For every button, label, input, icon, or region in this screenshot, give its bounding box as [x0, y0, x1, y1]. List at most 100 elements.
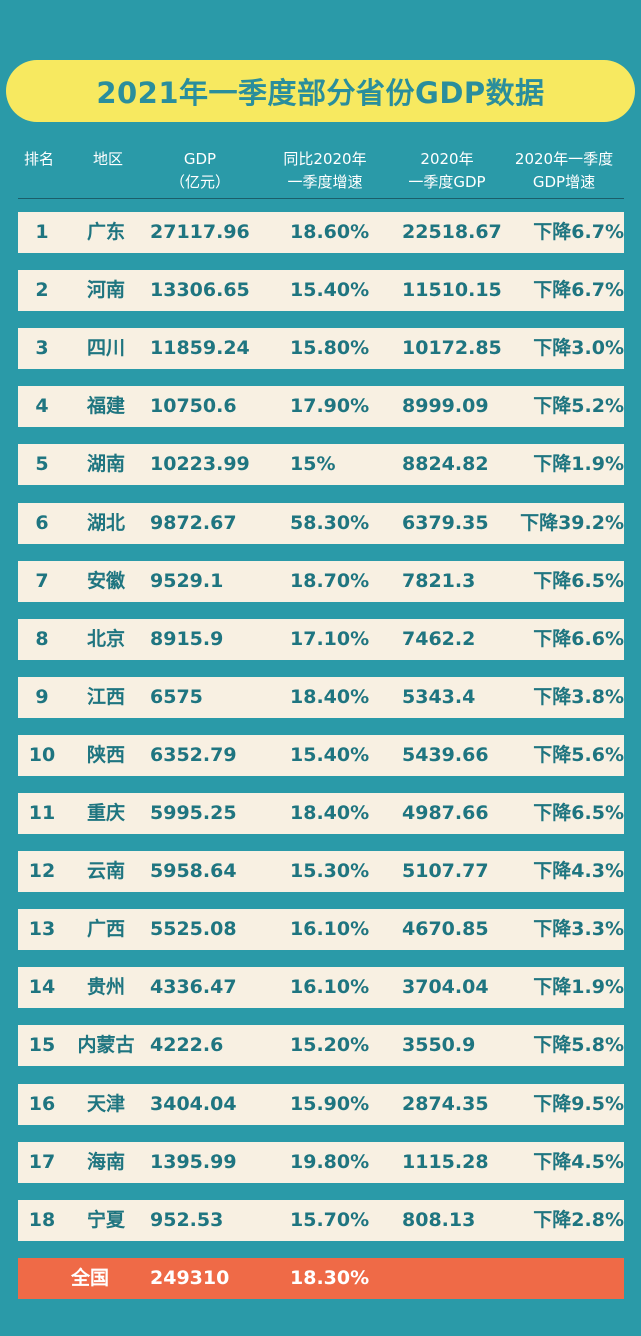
- row-prev-growth: 下降6.5%: [533, 802, 624, 824]
- row-rank: 8: [35, 628, 49, 650]
- row-prev-gdp: 5107.77: [402, 860, 489, 882]
- row-gdp: 6352.79: [150, 744, 237, 766]
- row-prev-growth: 下降5.8%: [533, 1034, 624, 1056]
- row-yoy-growth: 18.70%: [290, 570, 370, 592]
- header-prevg-line2: GDP增速: [532, 173, 596, 191]
- row-region: 四川: [86, 337, 125, 359]
- table-row: 15 内蒙古 4222.6 15.20% 3550.9 下降5.8%: [18, 1025, 624, 1066]
- row-prev-growth: 下降6.5%: [533, 570, 624, 592]
- row-gdp: 4336.47: [150, 976, 237, 998]
- row-gdp: 9872.67: [150, 512, 237, 534]
- row-region: 河南: [86, 279, 125, 301]
- header-divider: [18, 198, 624, 199]
- row-yoy-growth: 18.40%: [290, 686, 370, 708]
- total-yoy-growth: 18.30%: [290, 1267, 370, 1289]
- row-prev-growth: 下降1.9%: [533, 453, 624, 475]
- row-region: 北京: [86, 628, 125, 650]
- table-row: 16 天津 3404.04 15.90% 2874.35 下降9.5%: [18, 1084, 624, 1125]
- row-region: 贵州: [86, 976, 125, 998]
- row-prev-gdp: 3550.9: [402, 1034, 476, 1056]
- row-rank: 15: [28, 1034, 56, 1056]
- row-prev-growth: 下降3.3%: [533, 918, 624, 940]
- row-rank: 4: [35, 395, 49, 417]
- header-rank: 排名: [23, 150, 54, 168]
- header-yoy-line2: 一季度增速: [287, 173, 363, 191]
- row-yoy-growth: 15.80%: [290, 337, 370, 359]
- row-yoy-growth: 18.60%: [290, 221, 370, 243]
- row-rank: 13: [28, 918, 56, 940]
- row-prev-gdp: 5439.66: [402, 744, 489, 766]
- row-rank: 10: [28, 744, 56, 766]
- row-prev-gdp: 10172.85: [402, 337, 502, 359]
- row-region: 云南: [86, 860, 125, 882]
- row-gdp: 13306.65: [150, 279, 250, 301]
- page-title: 2021年一季度部分省份GDP数据: [6, 60, 635, 122]
- row-rank: 11: [28, 802, 56, 824]
- total-gdp: 249310: [150, 1267, 230, 1289]
- row-region: 宁夏: [86, 1209, 125, 1231]
- row-prev-growth: 下降5.2%: [533, 395, 624, 417]
- row-yoy-growth: 58.30%: [290, 512, 370, 534]
- row-gdp: 5958.64: [150, 860, 237, 882]
- row-rank: 7: [35, 570, 49, 592]
- row-prev-gdp: 1115.28: [402, 1151, 489, 1173]
- row-rank: 18: [28, 1209, 56, 1231]
- header-prev-growth: 2020年一季度 GDP增速: [502, 148, 626, 194]
- total-region: 全国: [70, 1267, 109, 1289]
- row-prev-growth: 下降2.8%: [533, 1209, 624, 1231]
- table-row: 1 广东 27117.96 18.60% 22518.67 下降6.7%: [18, 212, 624, 253]
- row-prev-gdp: 7821.3: [402, 570, 476, 592]
- row-rank: 5: [35, 453, 49, 475]
- row-prev-gdp: 3704.04: [402, 976, 489, 998]
- header-yoy-growth: 同比2020年 一季度增速: [270, 148, 380, 194]
- row-gdp: 3404.04: [150, 1093, 237, 1115]
- row-rank: 14: [28, 976, 56, 998]
- row-prev-growth: 下降3.0%: [533, 337, 624, 359]
- header-yoy-line1: 同比2020年: [283, 150, 367, 168]
- row-prev-growth: 下降39.2%: [520, 512, 624, 534]
- row-prev-gdp: 11510.15: [402, 279, 502, 301]
- row-region: 天津: [86, 1093, 125, 1115]
- row-region: 重庆: [86, 802, 125, 824]
- row-gdp: 10750.6: [150, 395, 237, 417]
- row-gdp: 952.53: [150, 1209, 224, 1231]
- row-region: 广西: [86, 918, 125, 940]
- row-yoy-growth: 15.20%: [290, 1034, 370, 1056]
- table-row: 12 云南 5958.64 15.30% 5107.77 下降4.3%: [18, 851, 624, 892]
- table-row: 13 广西 5525.08 16.10% 4670.85 下降3.3%: [18, 909, 624, 950]
- table-row: 17 海南 1395.99 19.80% 1115.28 下降4.5%: [18, 1142, 624, 1183]
- row-prev-growth: 下降4.3%: [533, 860, 624, 882]
- row-rank: 9: [35, 686, 49, 708]
- row-region: 陕西: [86, 744, 125, 766]
- row-rank: 1: [35, 221, 49, 243]
- table-row: 2 河南 13306.65 15.40% 11510.15 下降6.7%: [18, 270, 624, 311]
- row-prev-gdp: 22518.67: [402, 221, 502, 243]
- row-gdp: 1395.99: [150, 1151, 237, 1173]
- table-row: 9 江西 6575 18.40% 5343.4 下降3.8%: [18, 677, 624, 718]
- header-gdp-line1: GDP: [183, 150, 217, 168]
- row-rank: 12: [28, 860, 56, 882]
- row-rank: 6: [35, 512, 49, 534]
- row-region: 江西: [86, 686, 125, 708]
- row-rank: 2: [35, 279, 49, 301]
- row-region: 广东: [86, 221, 125, 243]
- header-prev-gdp: 2020年 一季度GDP: [392, 148, 502, 194]
- row-prev-growth: 下降5.6%: [533, 744, 624, 766]
- row-prev-gdp: 4670.85: [402, 918, 489, 940]
- row-yoy-growth: 16.10%: [290, 918, 370, 940]
- row-region: 安徽: [86, 570, 125, 592]
- header-gdp-line2: （亿元）: [169, 173, 230, 191]
- table-row: 5 湖南 10223.99 15% 8824.82 下降1.9%: [18, 444, 624, 485]
- table-row: 14 贵州 4336.47 16.10% 3704.04 下降1.9%: [18, 967, 624, 1008]
- row-rank: 17: [28, 1151, 56, 1173]
- row-prev-growth: 下降6.7%: [533, 279, 624, 301]
- row-gdp: 5525.08: [150, 918, 237, 940]
- header-prev-line2: 一季度GDP: [408, 173, 486, 191]
- row-yoy-growth: 17.90%: [290, 395, 370, 417]
- row-prev-gdp: 6379.35: [402, 512, 489, 534]
- row-rank: 16: [28, 1093, 56, 1115]
- row-yoy-growth: 15.30%: [290, 860, 370, 882]
- table-row: 11 重庆 5995.25 18.40% 4987.66 下降6.5%: [18, 793, 624, 834]
- row-gdp: 5995.25: [150, 802, 237, 824]
- row-yoy-growth: 15%: [290, 453, 336, 475]
